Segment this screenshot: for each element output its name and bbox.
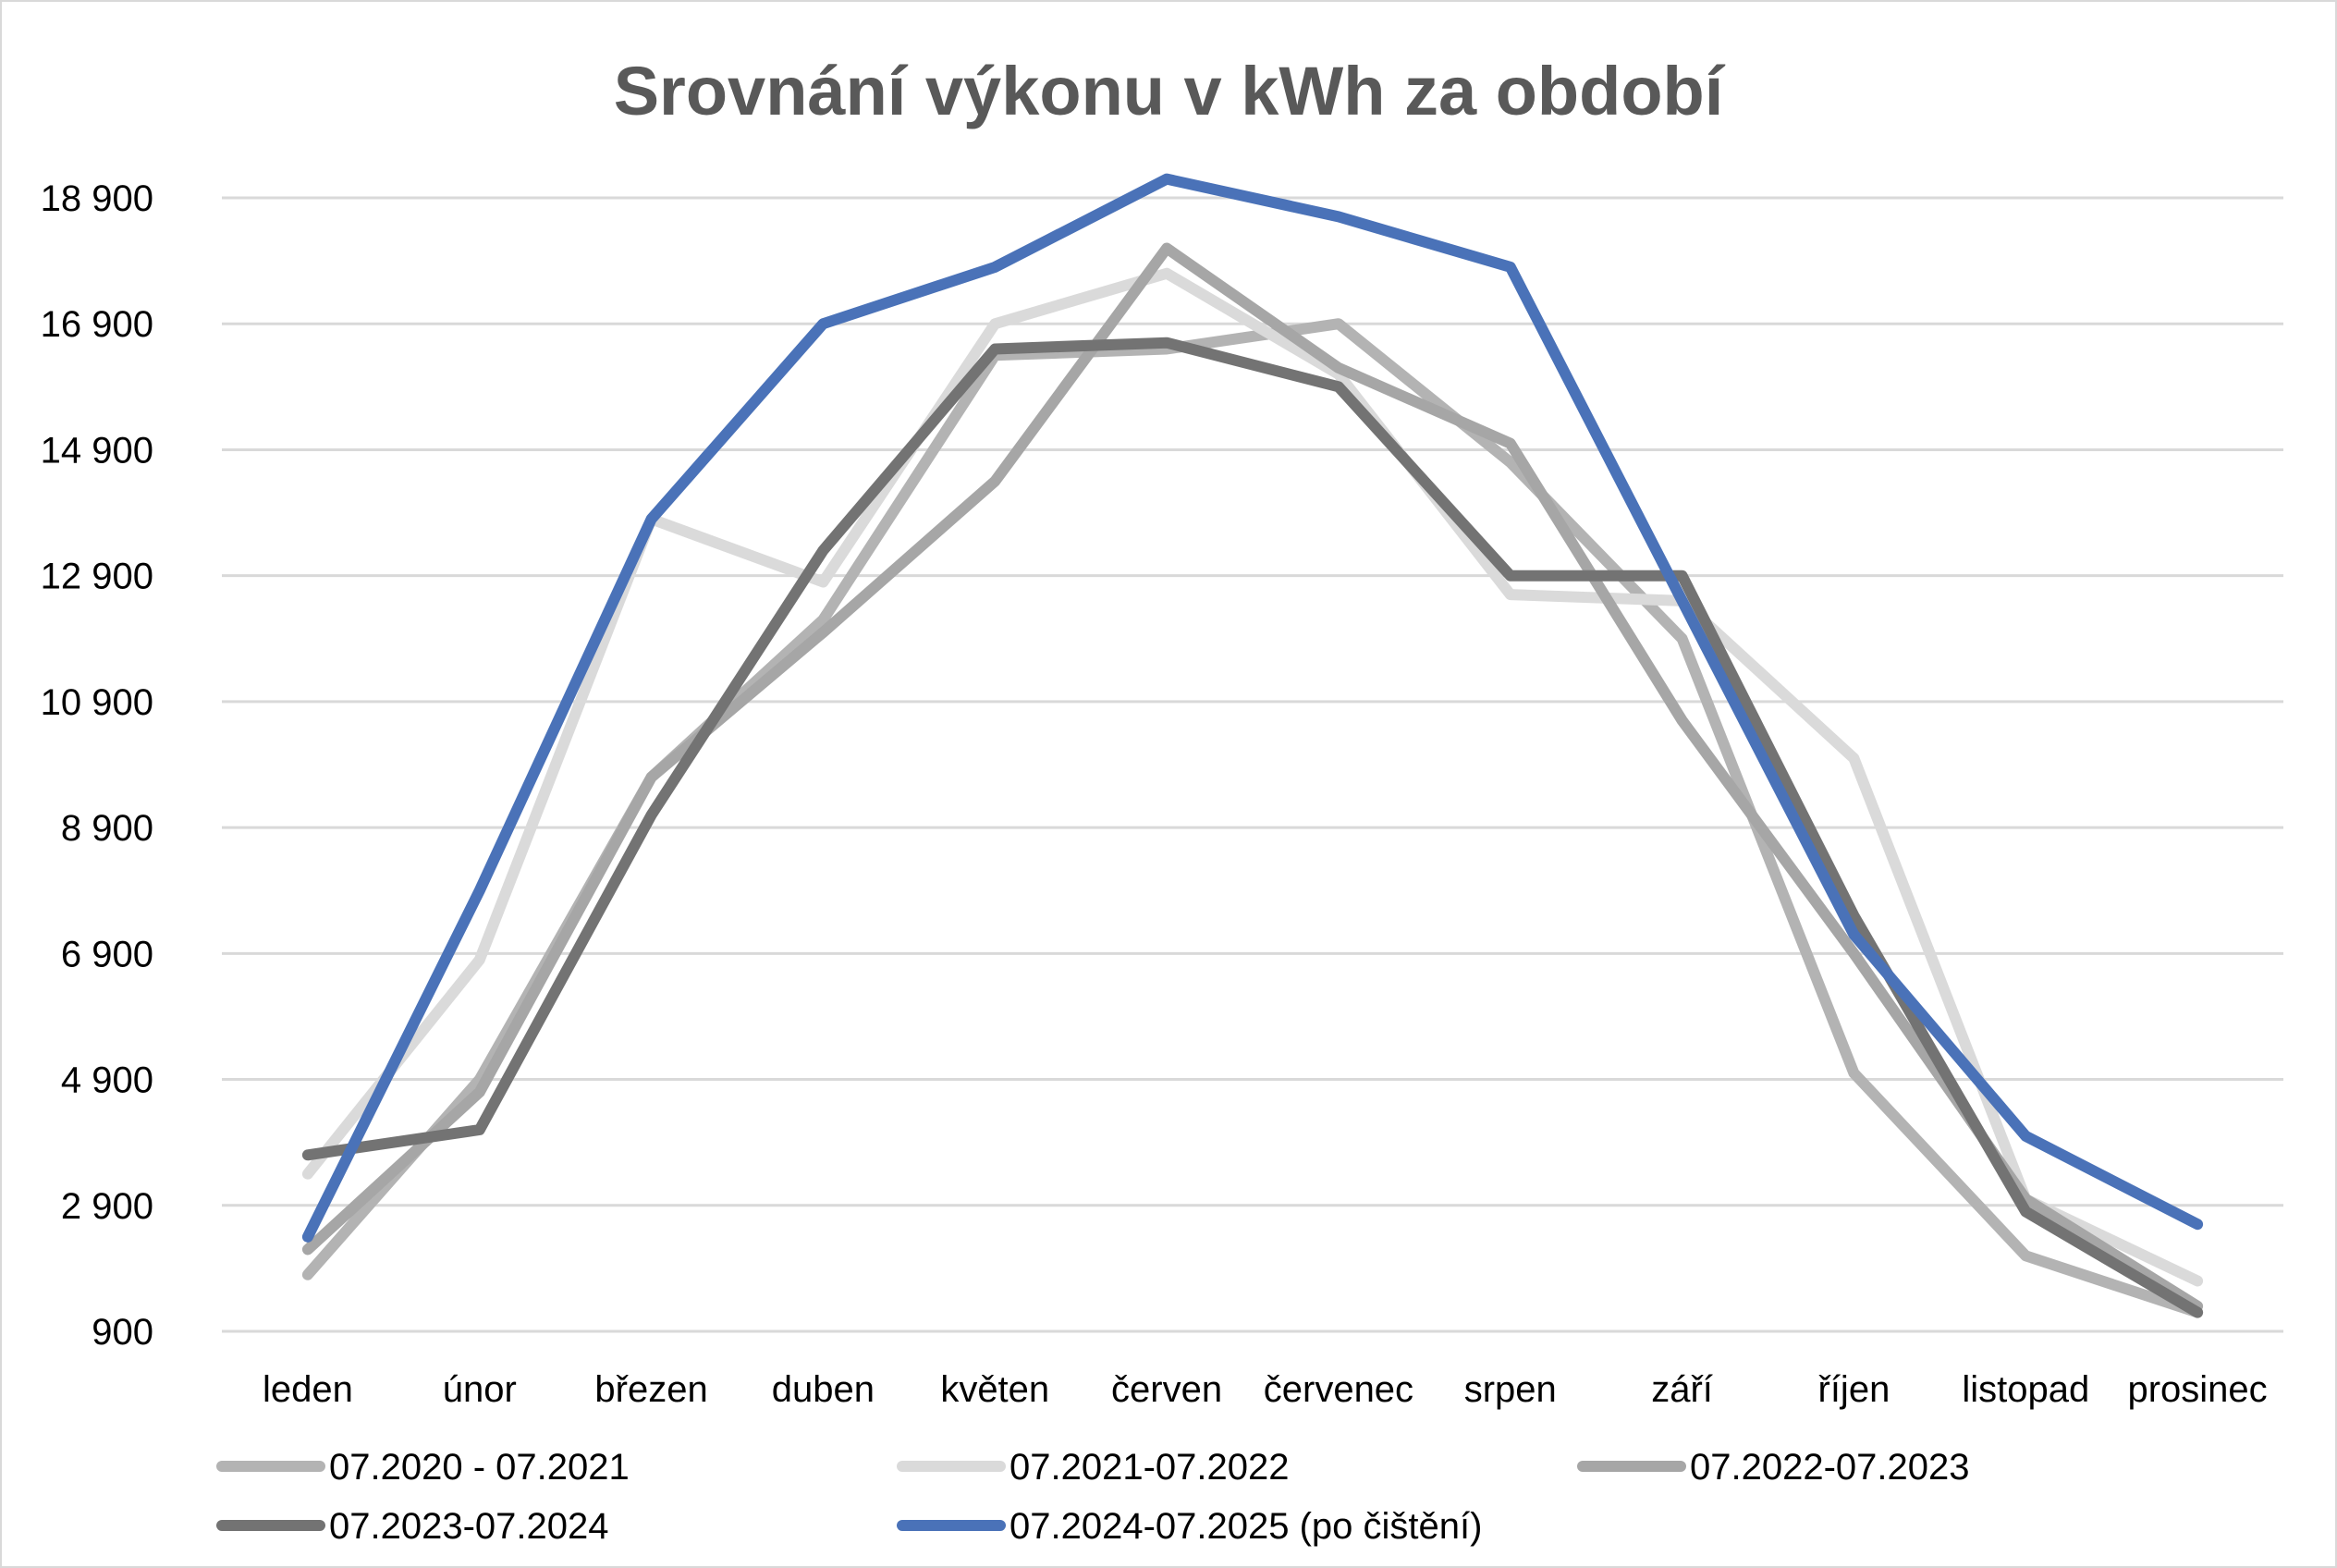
- x-tick-label: leden: [263, 1369, 353, 1410]
- x-tick-label: duben: [772, 1369, 875, 1410]
- x-tick-label: prosinec: [2127, 1369, 2267, 1410]
- x-tick-label: červen: [1111, 1369, 1222, 1410]
- y-tick-label: 14 900: [41, 430, 153, 471]
- x-tick-label: srpen: [1464, 1369, 1557, 1410]
- x-tick-label: červenec: [1264, 1369, 1413, 1410]
- legend-label: 07.2021-07.2022: [1009, 1447, 1290, 1488]
- x-tick-label: únor: [443, 1369, 517, 1410]
- series-lines: [301, 173, 2204, 1318]
- y-tick-label: 18 900: [41, 178, 153, 219]
- x-tick-label: říjen: [1818, 1369, 1890, 1410]
- y-tick-label: 8 900: [61, 808, 153, 849]
- x-tick-label: květen: [940, 1369, 1049, 1410]
- chart-title: Srovnání výkonu v kWh za období: [614, 53, 1726, 129]
- legend: 07.2020 - 07.2021 07.2021-07.2022 07.2022-…: [216, 1447, 1970, 1547]
- y-tick-label: 900: [92, 1312, 153, 1353]
- x-tick-label: listopad: [1962, 1369, 2089, 1410]
- legend-entry: 07.2020 - 07.2021: [216, 1447, 630, 1488]
- legend-entry: 07.2022-07.2023: [1577, 1447, 1970, 1488]
- x-axis-ticks: leden únor březen duben květen červen červenec…: [263, 1369, 2268, 1410]
- y-tick-label: 2 900: [61, 1186, 153, 1227]
- x-tick-label: září: [1651, 1369, 1713, 1410]
- series-line-5: [301, 173, 2204, 1243]
- y-tick-label: 6 900: [61, 934, 153, 974]
- legend-label: 07.2024-07.2025 (po čištění): [1009, 1506, 1482, 1547]
- series-line-3: [301, 242, 2204, 1312]
- legend-label: 07.2023-07.2024: [329, 1506, 609, 1547]
- legend-entry: 07.2021-07.2022: [897, 1447, 1290, 1488]
- legend-label: 07.2022-07.2023: [1690, 1447, 1970, 1488]
- y-tick-label: 16 900: [41, 304, 153, 345]
- series-line-1: [301, 318, 2204, 1318]
- y-tick-label: 10 900: [41, 682, 153, 723]
- y-axis-ticks: 18 900 16 900 14 900 12 900 10 900 8 900 6 900…: [41, 178, 153, 1353]
- legend-entry: 07.2023-07.2024: [216, 1506, 609, 1547]
- legend-entry: 07.2024-07.2025 (po čištění): [897, 1506, 1482, 1547]
- y-tick-label: 4 900: [61, 1060, 153, 1101]
- x-tick-label: březen: [594, 1369, 707, 1410]
- legend-label: 07.2020 - 07.2021: [329, 1447, 630, 1488]
- y-tick-label: 12 900: [41, 557, 153, 597]
